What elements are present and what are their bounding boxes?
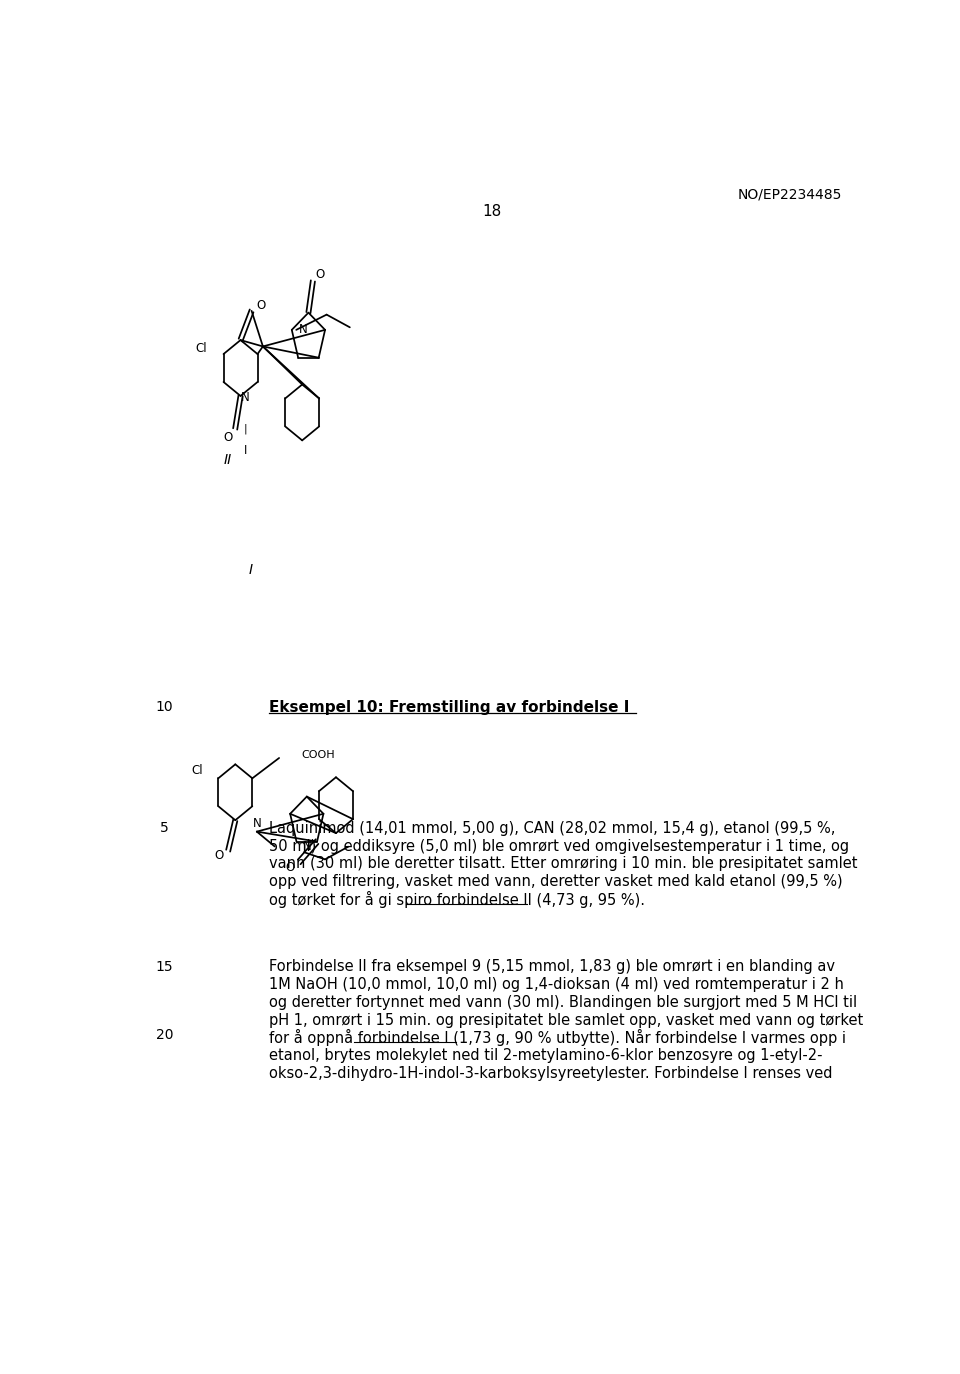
Text: etanol, brytes molekylet ned til 2-metylamino-6-klor benzosyre og 1-etyl-2-: etanol, brytes molekylet ned til 2-metyl… (269, 1048, 823, 1063)
Text: 5: 5 (160, 822, 169, 835)
Text: N: N (300, 323, 308, 337)
Text: vann (30 ml) ble deretter tilsatt. Etter omrøring i 10 min. ble presipitatet sam: vann (30 ml) ble deretter tilsatt. Etter… (269, 856, 857, 871)
Text: O: O (316, 268, 324, 282)
Text: pH 1, omrørt i 15 min. og presipitatet ble samlet opp, vasket med vann og tørket: pH 1, omrørt i 15 min. og presipitatet b… (269, 1013, 863, 1028)
Text: Laquinimod (14,01 mmol, 5,00 g), CAN (28,02 mmol, 15,4 g), etanol (99,5 %,: Laquinimod (14,01 mmol, 5,00 g), CAN (28… (269, 820, 835, 835)
Text: 15: 15 (156, 960, 174, 974)
Text: 18: 18 (482, 203, 502, 218)
Text: I: I (248, 563, 252, 577)
Text: NO/EP2234485: NO/EP2234485 (737, 187, 842, 201)
Text: |: | (244, 425, 247, 434)
Text: og tørket for å gi spiro forbindelse II (4,73 g, 95 %).: og tørket for å gi spiro forbindelse II … (269, 890, 645, 908)
Text: N: N (302, 841, 311, 853)
Text: Cl: Cl (192, 764, 204, 778)
Text: opp ved filtrering, vasket med vann, deretter vasket med kald etanol (99,5 %): opp ved filtrering, vasket med vann, der… (269, 874, 843, 889)
Text: 10: 10 (156, 701, 174, 714)
Text: 50 ml) og eddiksyre (5,0 ml) ble omrørt ved omgivelsestemperatur i 1 time, og: 50 ml) og eddiksyre (5,0 ml) ble omrørt … (269, 838, 849, 853)
Text: Cl: Cl (196, 342, 207, 356)
Text: O: O (256, 300, 265, 312)
Text: II: II (224, 452, 232, 467)
Text: Eksempel 10: Fremstilling av forbindelse I: Eksempel 10: Fremstilling av forbindelse… (269, 699, 629, 714)
Text: I: I (244, 444, 247, 456)
Text: O: O (214, 849, 223, 863)
Text: COOH: COOH (301, 750, 335, 760)
Text: 20: 20 (156, 1028, 174, 1041)
Text: O: O (223, 431, 232, 444)
Text: okso-2,3-dihydro-1H-indol-3-karboksylsyreetylester. Forbindelse I renses ved: okso-2,3-dihydro-1H-indol-3-karboksylsyr… (269, 1066, 832, 1081)
Text: Forbindelse II fra eksempel 9 (5,15 mmol, 1,83 g) ble omrørt i en blanding av: Forbindelse II fra eksempel 9 (5,15 mmol… (269, 959, 835, 974)
Text: for å oppnå forbindelse I (1,73 g, 90 % utbytte). Når forbindelse I varmes opp i: for å oppnå forbindelse I (1,73 g, 90 % … (269, 1029, 846, 1047)
Text: N: N (241, 392, 250, 404)
Text: O: O (286, 860, 295, 874)
Text: og deretter fortynnet med vann (30 ml). Blandingen ble surgjort med 5 M HCl til: og deretter fortynnet med vann (30 ml). … (269, 995, 857, 1010)
Text: 1M NaOH (10,0 mmol, 10,0 ml) og 1,4-dioksan (4 ml) ved romtemperatur i 2 h: 1M NaOH (10,0 mmol, 10,0 ml) og 1,4-diok… (269, 977, 844, 992)
Text: N: N (252, 816, 261, 830)
